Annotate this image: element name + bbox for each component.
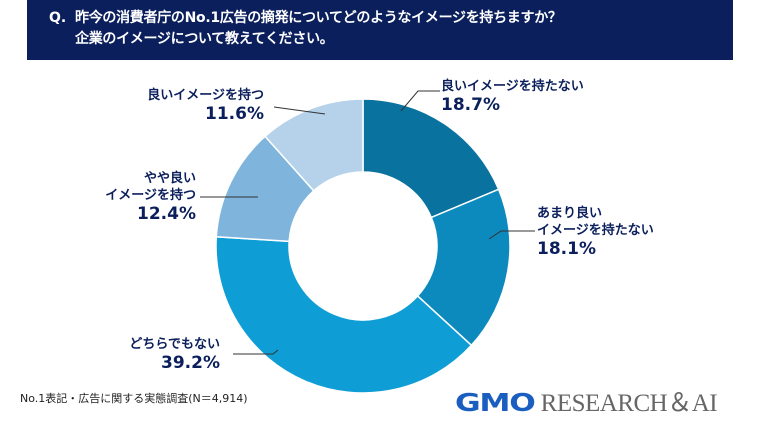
label-percent: 18.7% (441, 95, 500, 115)
label-name: どちらでもない (129, 337, 220, 352)
question-line-1: 昨今の消費者庁のNo.1広告の摘発についてどのようなイメージを持ちますか？ (75, 10, 562, 26)
label-name: 良いイメージを持つ (147, 88, 264, 103)
donut-segment-2 (215, 235, 473, 394)
leader-line-seg0 (400, 90, 440, 112)
label-name-2: イメージを持たない (537, 223, 654, 238)
label-name-1: あまり良い (537, 206, 603, 221)
label-percent: 18.1% (537, 239, 596, 259)
donut-segment-4 (264, 98, 364, 192)
label-name: 良いイメージを持たない (441, 79, 584, 94)
donut-segment-1 (416, 188, 511, 347)
question-header: Q. 昨今の消費者庁のNo.1広告の摘発についてどのようなイメージを持ちますか？… (27, 0, 733, 60)
label-percent: 39.2% (161, 353, 220, 373)
label-seg1: あまり良い イメージを持たない 18.1% (537, 205, 654, 260)
leader-line-seg1 (488, 230, 535, 240)
leader-lines (200, 90, 535, 355)
label-name-1: やや良い (143, 171, 196, 186)
label-seg3: やや良い イメージを持つ 12.4% (105, 170, 196, 225)
gmo-research-logo: GMO RESEARCH＆AI (455, 383, 718, 417)
logo-brand: GMO (455, 388, 536, 417)
leader-line-seg4 (273, 106, 326, 115)
donut-segment-0 (362, 98, 500, 219)
donut-segments (215, 98, 511, 394)
logo-text: RESEARCH＆AI (540, 390, 718, 417)
label-seg0: 良いイメージを持たない 18.7% (441, 78, 584, 116)
label-percent: 11.6% (205, 104, 264, 124)
label-seg4: 良いイメージを持つ 11.6% (147, 87, 264, 125)
label-name-2: イメージを持つ (105, 188, 196, 203)
source-footnote: No.1表記・広告に関する実態調査(N＝4,914) (20, 392, 248, 405)
label-percent: 12.4% (137, 204, 196, 224)
question-line-2: 企業のイメージについて教えてください。 (75, 31, 334, 47)
label-seg2: どちらでもない 39.2% (129, 336, 220, 374)
question-prefix: Q. (49, 10, 67, 26)
leader-line-seg2 (233, 349, 279, 355)
